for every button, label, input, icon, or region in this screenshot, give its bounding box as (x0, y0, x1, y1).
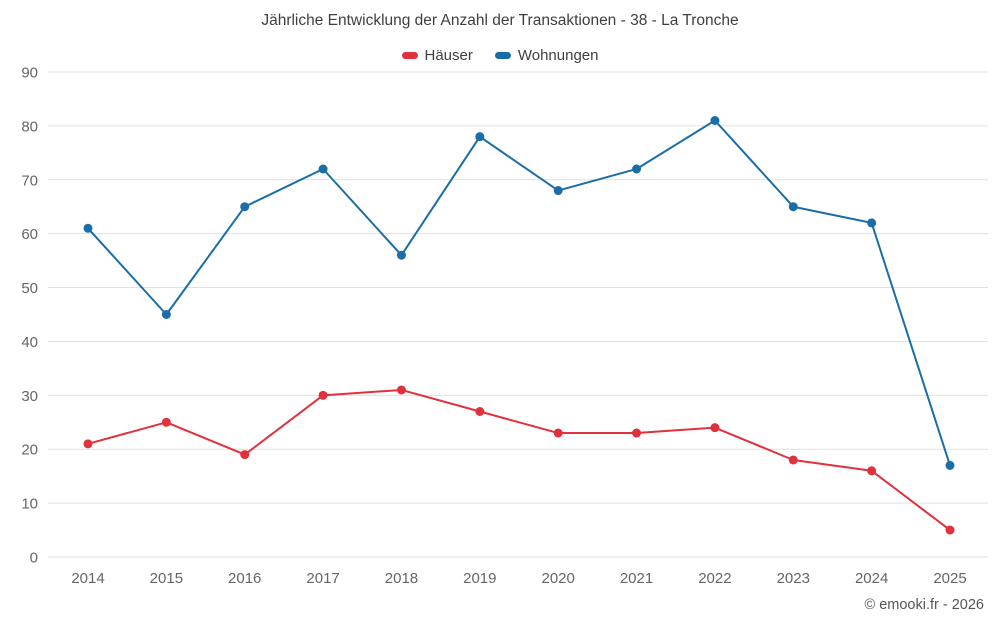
data-point-wohnungen-2020[interactable] (553, 186, 563, 196)
x-tick-label-2017: 2017 (306, 570, 339, 587)
x-tick-label-2024: 2024 (855, 570, 888, 587)
data-point-häuser-2020[interactable] (553, 428, 563, 438)
y-tick-label-10: 10 (21, 496, 38, 513)
data-point-häuser-2017[interactable] (318, 390, 328, 400)
x-tick-label-2025: 2025 (933, 570, 966, 587)
data-point-häuser-2014[interactable] (83, 439, 93, 449)
data-point-wohnungen-2018[interactable] (396, 250, 406, 260)
series-line-wohnungen (87, 119, 951, 467)
y-tick-label-90: 90 (21, 65, 38, 82)
legend-label-haeuser: Häuser (424, 47, 473, 64)
data-point-wohnungen-2025[interactable] (945, 460, 955, 470)
legend-swatch-haeuser-icon (401, 52, 418, 59)
data-point-häuser-2025[interactable] (945, 525, 955, 535)
y-tick-label-20: 20 (21, 442, 38, 459)
x-tick-label-2020: 2020 (541, 570, 574, 587)
data-point-wohnungen-2021[interactable] (632, 164, 642, 174)
data-point-häuser-2018[interactable] (396, 385, 406, 395)
x-tick-label-2022: 2022 (698, 570, 731, 587)
data-point-wohnungen-2017[interactable] (318, 164, 328, 174)
legend-item-wohnungen[interactable]: Wohnungen (494, 47, 599, 64)
y-tick-label-50: 50 (21, 280, 38, 297)
y-tick-label-60: 60 (21, 226, 38, 243)
data-point-häuser-2015[interactable] (161, 417, 171, 427)
y-tick-label-70: 70 (21, 172, 38, 189)
data-point-wohnungen-2014[interactable] (83, 223, 93, 233)
data-point-wohnungen-2022[interactable] (710, 116, 720, 125)
x-tick-label-2016: 2016 (228, 570, 261, 587)
data-point-häuser-2019[interactable] (475, 407, 485, 416)
x-tick-label-2019: 2019 (463, 570, 496, 587)
chart-legend: Häuser Wohnungen (0, 47, 1000, 64)
chart-title: Jährliche Entwicklung der Anzahl der Tra… (261, 12, 739, 29)
y-tick-label-30: 30 (21, 388, 38, 405)
data-point-wohnungen-2016[interactable] (240, 202, 250, 212)
x-tick-label-2023: 2023 (777, 570, 810, 587)
data-point-wohnungen-2024[interactable] (867, 218, 877, 228)
x-tick-label-2021: 2021 (620, 570, 653, 587)
y-tick-label-80: 80 (21, 118, 38, 135)
y-tick-label-0: 0 (30, 550, 38, 567)
data-point-häuser-2021[interactable] (632, 428, 642, 438)
legend-item-haeuser[interactable]: Häuser (401, 47, 473, 64)
data-point-häuser-2024[interactable] (867, 466, 877, 476)
x-tick-label-2015: 2015 (150, 570, 183, 587)
legend-label-wohnungen: Wohnungen (517, 47, 599, 64)
data-point-häuser-2016[interactable] (240, 450, 250, 460)
data-point-wohnungen-2015[interactable] (161, 310, 171, 319)
y-tick-label-40: 40 (21, 334, 38, 351)
data-point-häuser-2022[interactable] (710, 423, 720, 433)
data-point-häuser-2023[interactable] (788, 455, 798, 465)
data-point-wohnungen-2023[interactable] (788, 202, 798, 212)
x-tick-label-2018: 2018 (385, 570, 418, 587)
x-tick-label-2014: 2014 (71, 570, 104, 587)
series-line-häuser (87, 388, 951, 532)
legend-swatch-wohnungen-icon (494, 52, 511, 59)
data-point-wohnungen-2019[interactable] (475, 132, 485, 142)
copyright-label: © emooki.fr - 2026 (864, 597, 984, 613)
